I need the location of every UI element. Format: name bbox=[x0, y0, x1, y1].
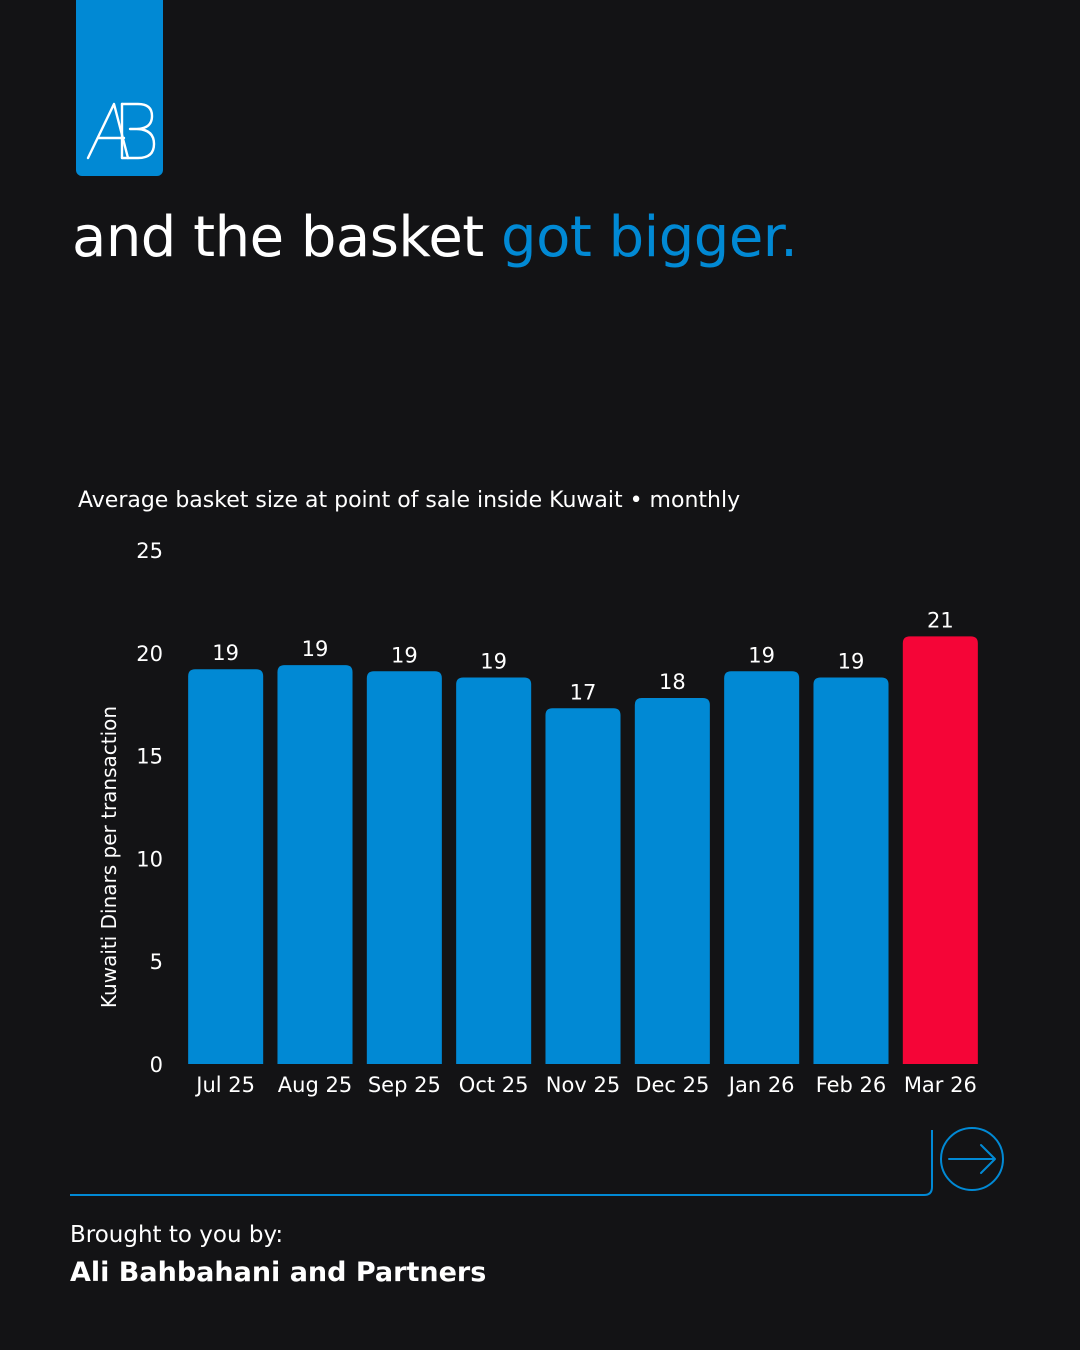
bar-mar-26 bbox=[902, 636, 978, 1064]
headline-accent: got bigger. bbox=[501, 205, 798, 270]
bar-value-label: 18 bbox=[659, 670, 686, 694]
x-tick-label: Dec 25 bbox=[635, 1073, 709, 1097]
y-tick-label: 0 bbox=[150, 1053, 163, 1077]
chart-title: Average basket size at point of sale ins… bbox=[78, 488, 741, 513]
bar-dec-25 bbox=[634, 698, 710, 1064]
brought-to-you-label: Brought to you by: bbox=[70, 1222, 284, 1248]
x-tick-label: Sep 25 bbox=[368, 1073, 441, 1097]
x-tick-label: Nov 25 bbox=[546, 1073, 620, 1097]
bar-chart: 0 5 10 15 20 25 Kuwaiti Dinars per transaction… bbox=[97, 539, 978, 1097]
y-tick-label: 25 bbox=[136, 539, 163, 563]
bar-value-label: 19 bbox=[838, 649, 865, 673]
bar-value-label: 19 bbox=[480, 649, 507, 673]
bar-jul-25 bbox=[188, 669, 264, 1064]
y-tick-label: 10 bbox=[136, 847, 163, 871]
bar-sep-25 bbox=[366, 671, 442, 1064]
next-button[interactable] bbox=[939, 1126, 1005, 1192]
headline-main: and the basket bbox=[72, 205, 502, 270]
bar-value-label: 19 bbox=[302, 637, 329, 661]
bar-value-label: 17 bbox=[570, 680, 597, 704]
y-tick-label: 20 bbox=[136, 642, 163, 666]
bar-oct-25 bbox=[456, 677, 532, 1064]
x-tick-label: Mar 26 bbox=[904, 1073, 977, 1097]
x-tick-label: Jan 26 bbox=[727, 1073, 795, 1097]
logo-badge bbox=[76, 0, 163, 176]
y-tick-label: 15 bbox=[136, 745, 163, 769]
bar-value-label: 21 bbox=[927, 608, 954, 632]
bar-value-label: 19 bbox=[212, 641, 239, 665]
bar-feb-26 bbox=[813, 677, 889, 1064]
x-tick-label: Feb 26 bbox=[816, 1073, 887, 1097]
x-tick-label: Aug 25 bbox=[278, 1073, 352, 1097]
bar-value-label: 19 bbox=[748, 643, 775, 667]
y-tick-label: 5 bbox=[150, 950, 163, 974]
bar-aug-25 bbox=[277, 665, 353, 1064]
ab-logo-icon bbox=[86, 102, 156, 160]
arrow-right-circle-icon bbox=[940, 1127, 1004, 1191]
x-tick-label: Jul 25 bbox=[194, 1073, 255, 1097]
x-tick-label: Oct 25 bbox=[459, 1073, 529, 1097]
bar-jan-26 bbox=[724, 671, 800, 1064]
headline: and the basket got bigger. bbox=[72, 200, 798, 276]
bar-nov-25 bbox=[545, 708, 621, 1064]
y-axis-label: Kuwaiti Dinars per transaction bbox=[97, 706, 121, 1008]
bar-value-label: 19 bbox=[391, 643, 418, 667]
company-name: Ali Bahbahani and Partners bbox=[70, 1257, 487, 1288]
